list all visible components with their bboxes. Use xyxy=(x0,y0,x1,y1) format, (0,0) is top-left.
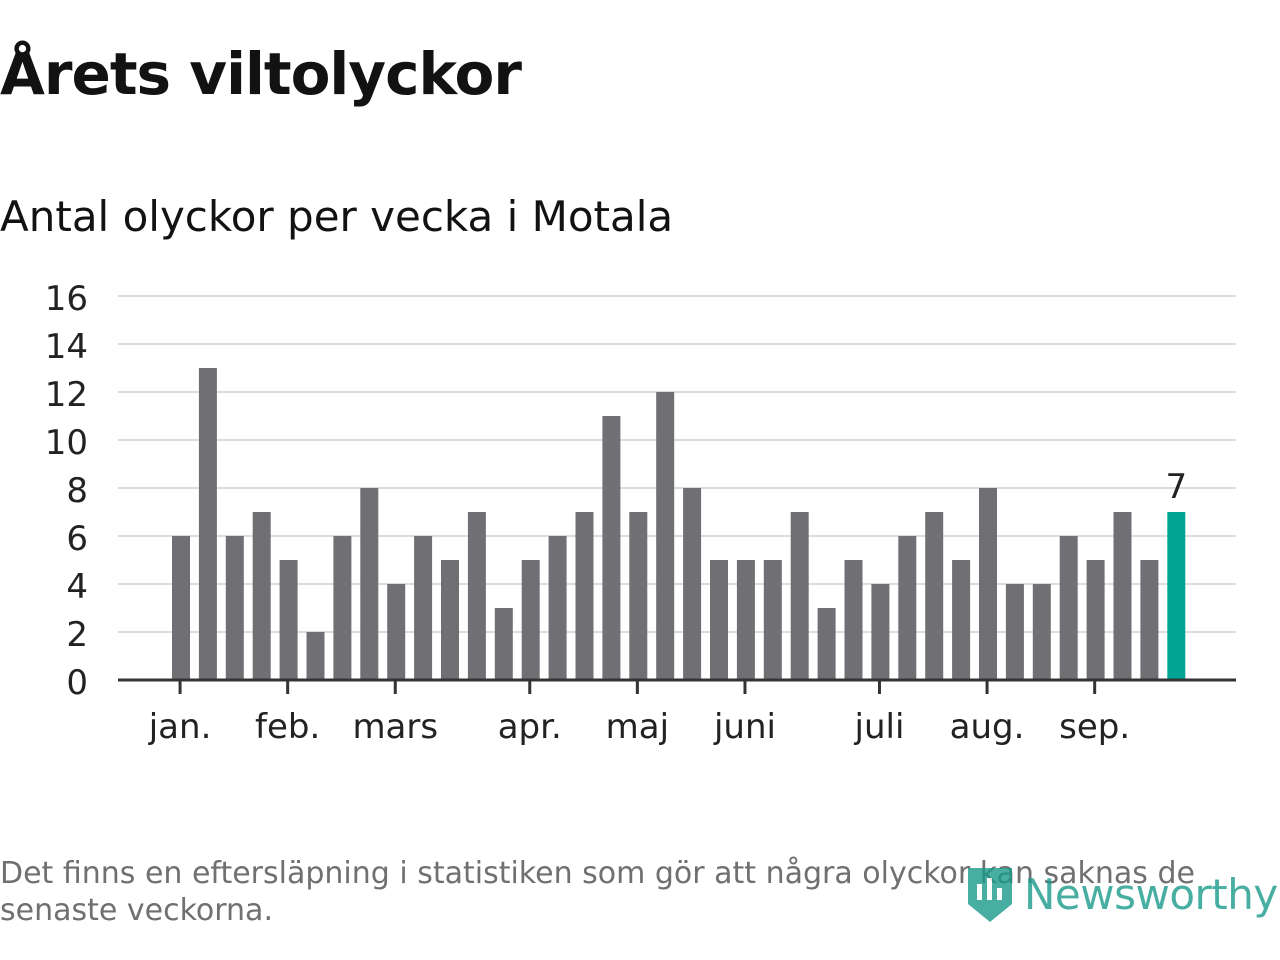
bar xyxy=(279,560,298,680)
bar-chart: 0 2 4 6 8 10 12 14 16 jan. feb. mars apr. maj juni jul… xyxy=(45,279,1236,747)
bar xyxy=(898,536,917,680)
gridlines xyxy=(118,295,1236,633)
x-tick-label: aug. xyxy=(950,707,1025,747)
bar xyxy=(441,560,459,680)
bar xyxy=(548,536,567,680)
x-tick-label: feb. xyxy=(255,707,320,747)
x-tick-label: juni xyxy=(713,707,776,747)
y-tick-label: 12 xyxy=(45,375,88,415)
x-axis-ticks: jan. feb. mars apr. maj juni juli aug. sep. xyxy=(148,680,1130,747)
bar xyxy=(387,584,406,680)
bar xyxy=(602,416,621,680)
newsworthy-logo-text: Newsworthy xyxy=(1024,869,1278,919)
bar-highlight xyxy=(1167,512,1186,680)
bar xyxy=(736,560,755,680)
data-label-highlight: 7 xyxy=(1165,467,1187,507)
page-title: Årets viltolyckor xyxy=(0,40,522,108)
bar xyxy=(198,368,217,680)
bar xyxy=(952,560,971,680)
x-tick-label: sep. xyxy=(1059,707,1130,747)
x-tick-label: juli xyxy=(854,707,905,747)
x-tick-label: jan. xyxy=(148,707,212,747)
newsworthy-logo-icon xyxy=(968,868,1012,922)
x-tick-label: apr. xyxy=(498,707,562,747)
bar xyxy=(710,560,728,680)
newsworthy-logo: Newsworthy xyxy=(964,862,1278,926)
bar xyxy=(575,512,594,680)
bar xyxy=(360,488,379,680)
bar xyxy=(979,488,997,680)
x-tick-label: maj xyxy=(606,707,669,747)
bar xyxy=(925,512,944,680)
y-tick-label: 10 xyxy=(45,423,88,463)
bar xyxy=(871,584,890,680)
bar xyxy=(333,536,352,680)
bar xyxy=(1059,536,1078,680)
y-tick-label: 4 xyxy=(66,567,88,607)
bar xyxy=(521,560,540,680)
y-axis-ticks: 0 2 4 6 8 10 12 14 16 xyxy=(45,279,88,703)
bar xyxy=(629,512,648,680)
bar xyxy=(763,560,782,680)
bar xyxy=(306,632,325,680)
y-tick-label: 14 xyxy=(45,327,88,367)
y-tick-label: 0 xyxy=(66,663,88,703)
bars xyxy=(172,368,1186,680)
bar xyxy=(414,536,433,680)
bar xyxy=(656,392,675,680)
bar xyxy=(494,608,513,680)
bar xyxy=(790,512,809,680)
bar xyxy=(817,608,836,680)
bar xyxy=(1113,512,1132,680)
y-tick-label: 6 xyxy=(66,519,88,559)
bar xyxy=(1140,560,1159,680)
bar xyxy=(844,560,863,680)
bar xyxy=(1086,560,1105,680)
bar xyxy=(1032,584,1051,680)
data-labels: 7 xyxy=(1165,467,1187,507)
bar xyxy=(467,512,486,680)
bar xyxy=(252,512,271,680)
bar xyxy=(683,488,702,680)
bar xyxy=(1005,584,1024,680)
y-tick-label: 2 xyxy=(66,615,88,655)
y-tick-label: 8 xyxy=(66,471,88,511)
bar xyxy=(172,536,190,680)
bar xyxy=(225,536,244,680)
chart-subtitle: Antal olyckor per vecka i Motala xyxy=(0,192,674,241)
y-tick-label: 16 xyxy=(45,279,88,319)
x-tick-label: mars xyxy=(352,707,438,747)
